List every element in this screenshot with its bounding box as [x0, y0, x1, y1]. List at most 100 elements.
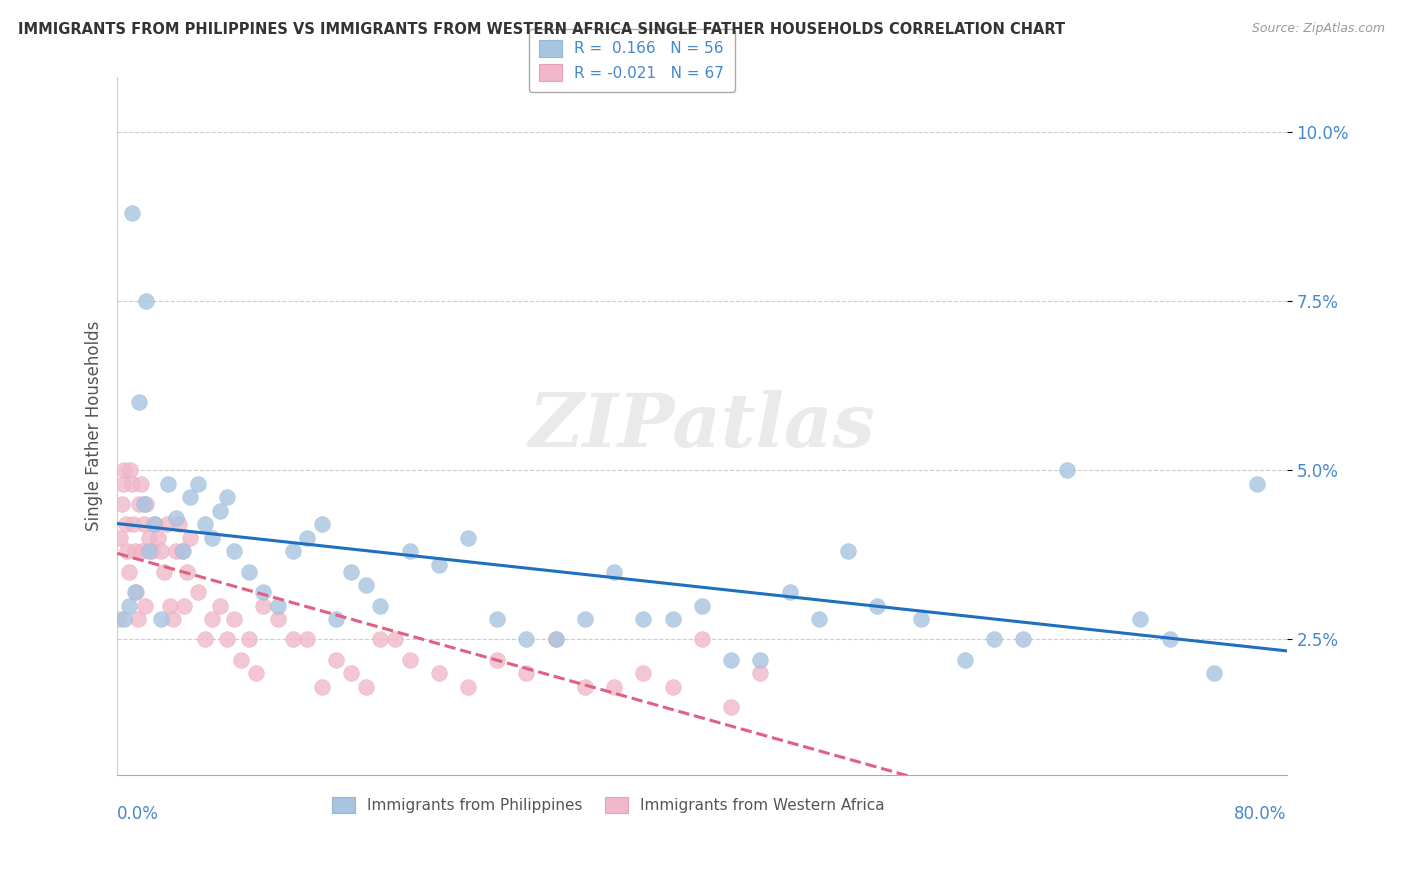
Point [128, 395, 150, 409]
Point [720, 653, 742, 667]
Point [457, 680, 479, 694]
Point [118, 599, 141, 613]
Point [124, 544, 146, 558]
Point [1202, 666, 1225, 681]
Point [121, 206, 143, 220]
Point [297, 531, 319, 545]
Point [128, 497, 150, 511]
Point [129, 476, 152, 491]
Point [224, 544, 246, 558]
Text: 0.0%: 0.0% [117, 805, 159, 823]
Point [690, 632, 713, 647]
Point [173, 599, 195, 613]
Point [384, 632, 406, 647]
Point [311, 680, 333, 694]
Point [267, 599, 290, 613]
Point [153, 565, 176, 579]
Point [167, 517, 190, 532]
Point [1012, 632, 1035, 647]
Point [574, 612, 596, 626]
Point [749, 653, 772, 667]
Point [120, 463, 142, 477]
Point [141, 544, 163, 558]
Point [368, 632, 391, 647]
Point [114, 463, 136, 477]
Point [633, 612, 655, 626]
Point [354, 578, 377, 592]
Point [208, 599, 231, 613]
Point [398, 544, 420, 558]
Point [866, 599, 889, 613]
Point [150, 544, 173, 558]
Point [187, 585, 209, 599]
Point [297, 632, 319, 647]
Point [720, 700, 742, 714]
Point [121, 476, 143, 491]
Point [603, 565, 626, 579]
Point [983, 632, 1005, 647]
Point [208, 504, 231, 518]
Point [486, 653, 509, 667]
Point [117, 544, 139, 558]
Point [311, 517, 333, 532]
Point [156, 517, 179, 532]
Point [544, 632, 567, 647]
Point [107, 612, 129, 626]
Point [515, 666, 537, 681]
Point [143, 517, 166, 532]
Point [125, 585, 148, 599]
Point [132, 517, 155, 532]
Point [690, 599, 713, 613]
Point [201, 531, 224, 545]
Point [187, 476, 209, 491]
Point [603, 680, 626, 694]
Point [457, 531, 479, 545]
Point [194, 517, 217, 532]
Point [108, 531, 131, 545]
Text: IMMIGRANTS FROM PHILIPPINES VS IMMIGRANTS FROM WESTERN AFRICA SINGLE FATHER HOUS: IMMIGRANTS FROM PHILIPPINES VS IMMIGRANT… [18, 22, 1066, 37]
Legend: Immigrants from Philippines, Immigrants from Western Africa: Immigrants from Philippines, Immigrants … [326, 790, 891, 820]
Point [238, 565, 260, 579]
Point [267, 612, 290, 626]
Point [114, 612, 136, 626]
Point [179, 490, 201, 504]
Point [368, 599, 391, 613]
Point [150, 612, 173, 626]
Point [325, 612, 347, 626]
Point [807, 612, 830, 626]
Text: 80.0%: 80.0% [1234, 805, 1286, 823]
Text: Source: ZipAtlas.com: Source: ZipAtlas.com [1251, 22, 1385, 36]
Point [325, 653, 347, 667]
Point [252, 599, 274, 613]
Point [661, 612, 683, 626]
Point [340, 565, 363, 579]
Point [135, 497, 157, 511]
Point [1246, 476, 1268, 491]
Point [112, 476, 135, 491]
Point [281, 544, 304, 558]
Point [224, 612, 246, 626]
Point [122, 517, 145, 532]
Point [127, 612, 149, 626]
Point [245, 666, 267, 681]
Point [910, 612, 932, 626]
Point [131, 544, 153, 558]
Point [354, 680, 377, 694]
Point [179, 531, 201, 545]
Point [170, 544, 193, 558]
Point [201, 612, 224, 626]
Point [238, 632, 260, 647]
Point [172, 544, 194, 558]
Point [1056, 463, 1078, 477]
Point [574, 680, 596, 694]
Point [135, 293, 157, 308]
Point [124, 585, 146, 599]
Point [1129, 612, 1152, 626]
Point [953, 653, 976, 667]
Point [427, 558, 450, 572]
Point [134, 599, 156, 613]
Point [142, 517, 165, 532]
Point [159, 599, 181, 613]
Point [837, 544, 859, 558]
Point [231, 653, 253, 667]
